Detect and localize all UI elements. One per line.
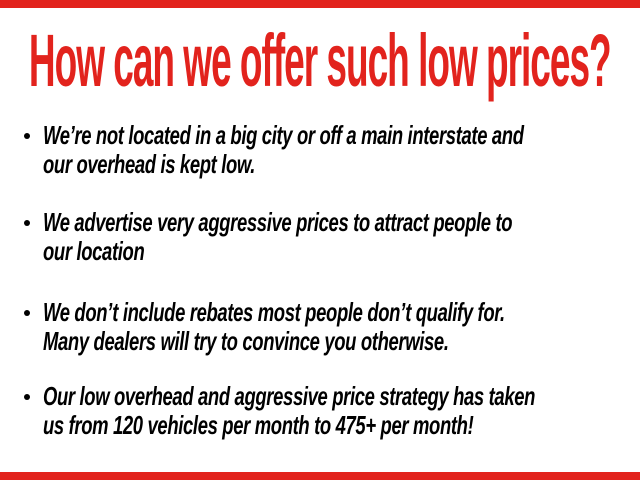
bullet-line: our location <box>43 236 145 266</box>
bullet-text: We don’t include rebates most people don… <box>43 298 640 356</box>
bullet-text: We’re not located in a big city or off a… <box>43 121 640 179</box>
bullet-item-3: We don’t include rebates most people don… <box>24 298 640 356</box>
bullet-line: Our low overhead and aggressive price st… <box>43 381 536 411</box>
bullet-dot <box>24 310 30 316</box>
bullet-text: We advertise very aggressive prices to a… <box>43 208 640 266</box>
bullet-dot <box>24 133 30 139</box>
bullet-text: Our low overhead and aggressive price st… <box>43 382 640 440</box>
title-row: How can we offer such low prices? <box>0 24 640 98</box>
bullet-dot <box>24 220 30 226</box>
bullet-line: We don’t include rebates most people don… <box>43 297 505 327</box>
bullet-line: us from 120 vehicles per month to 475+ p… <box>43 410 474 440</box>
bullet-item-4: Our low overhead and aggressive price st… <box>24 382 640 440</box>
bullet-line: our overhead is kept low. <box>43 149 256 179</box>
bullet-line: We’re not located in a big city or off a… <box>43 120 524 150</box>
bullet-item-1: We’re not located in a big city or off a… <box>24 121 640 179</box>
slide-title: How can we offer such low prices? <box>29 19 612 102</box>
bullet-line: We advertise very aggressive prices to a… <box>43 207 513 237</box>
bottom-border-bar <box>0 472 640 480</box>
bullet-item-2: We advertise very aggressive prices to a… <box>24 208 640 266</box>
top-border-bar <box>0 0 640 8</box>
bullet-line: Many dealers will try to convince you ot… <box>43 326 449 356</box>
bullet-dot <box>24 394 30 400</box>
